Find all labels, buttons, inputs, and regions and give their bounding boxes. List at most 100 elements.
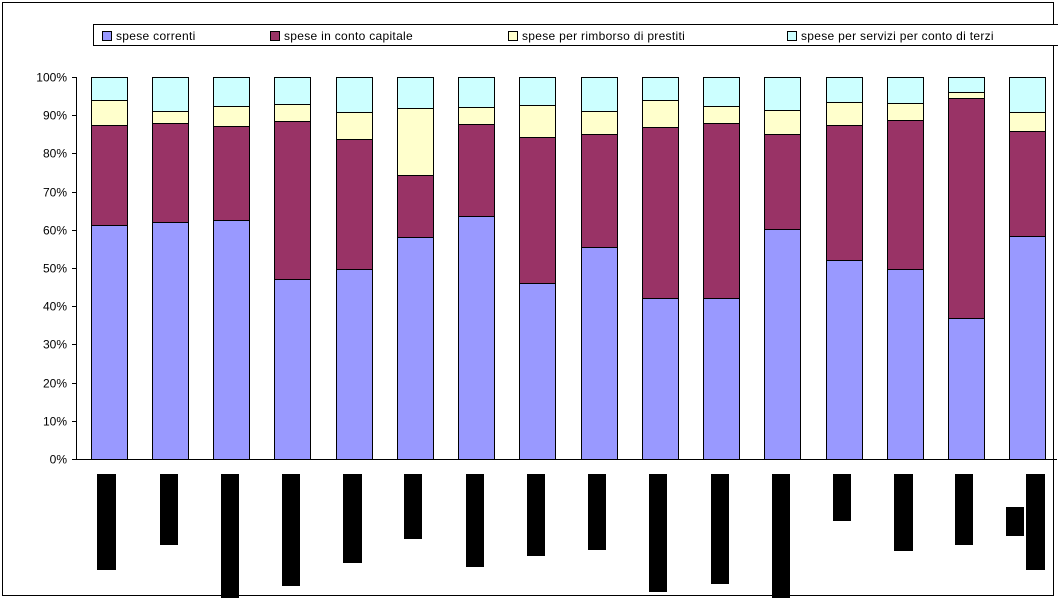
bar-segment (764, 77, 801, 111)
redacted-category-label (1006, 507, 1024, 536)
redacted-category-label (894, 474, 913, 551)
bar-segment (213, 220, 250, 460)
bar-segment (764, 229, 801, 460)
bar-segment (274, 104, 311, 122)
bar-segment (213, 126, 250, 221)
y-tick-label: 40% (43, 300, 67, 314)
redacted-category-label (1026, 474, 1045, 570)
bar-segment (458, 124, 495, 217)
bar-segment (519, 77, 556, 106)
y-tick-label: 50% (43, 262, 67, 276)
legend-label: spese per servizi per conto di terzi (801, 29, 994, 43)
legend-label: spese in conto capitale (284, 29, 413, 43)
bar-segment (887, 269, 924, 460)
bar-segment (397, 237, 434, 460)
y-tick-label: 20% (43, 377, 67, 391)
bar-segment (703, 106, 740, 124)
redacted-category-label (588, 474, 606, 550)
y-tick-label: 70% (43, 186, 67, 200)
redacted-category-label (955, 474, 973, 545)
legend-item: spese per rimborso di prestiti (508, 29, 685, 43)
bar-segment (336, 269, 373, 460)
bar-segment (519, 105, 556, 138)
bar-segment (826, 260, 863, 460)
bar-segment (91, 100, 128, 126)
bar-segment (458, 77, 495, 108)
bar-segment (581, 134, 618, 248)
bar-segment (642, 100, 679, 128)
bar-segment (642, 77, 679, 101)
bar-segment (397, 175, 434, 238)
redacted-category-label (221, 474, 239, 598)
redacted-category-label (160, 474, 178, 545)
bar-segment (642, 298, 679, 460)
redacted-category-label (404, 474, 422, 539)
redacted-category-label (97, 474, 116, 570)
bar-segment (152, 123, 189, 223)
bar-segment (91, 225, 128, 460)
bar-segment (581, 111, 618, 135)
bar-segment (91, 125, 128, 226)
legend-swatch (508, 31, 518, 41)
bar-segment (1009, 112, 1046, 132)
bar-segment (581, 247, 618, 460)
bar-segment (152, 111, 189, 124)
y-tick-label: 10% (43, 415, 67, 429)
y-tick-label: 0% (50, 453, 68, 467)
bar-segment (152, 77, 189, 112)
bar-segment (213, 106, 250, 127)
bar-segment (519, 283, 556, 460)
bar-segment (274, 77, 311, 105)
legend: spese correnti spese in conto capitale spe… (93, 24, 1058, 46)
bar-segment (948, 98, 985, 319)
bar-segment (948, 92, 985, 99)
redacted-category-label (711, 474, 729, 584)
legend-item: spese per servizi per conto di terzi (787, 29, 994, 43)
redacted-category-label (649, 474, 667, 592)
bar-segment (458, 107, 495, 125)
bar-segment (336, 112, 373, 140)
y-tick-label: 60% (43, 224, 67, 238)
bar-segment (887, 120, 924, 270)
redacted-category-label (527, 474, 545, 556)
bar-segment (581, 77, 618, 112)
y-tick-label: 100% (36, 71, 67, 85)
legend-item: spese correnti (102, 29, 196, 43)
bar-segment (703, 77, 740, 107)
legend-swatch (270, 31, 280, 41)
legend-swatch (102, 31, 112, 41)
bar-segment (397, 77, 434, 109)
redacted-category-label (833, 474, 851, 521)
bar-segment (826, 125, 863, 261)
bar-segment (703, 123, 740, 299)
bar-segment (274, 279, 311, 460)
bar-segment (1009, 236, 1046, 460)
redacted-category-label (343, 474, 362, 563)
bar-segment (274, 121, 311, 280)
bar-segment (91, 77, 128, 101)
bar-segment (1009, 77, 1046, 113)
bar-segment (397, 108, 434, 176)
bar-segment (826, 102, 863, 126)
bar-segment (336, 139, 373, 270)
legend-item: spese in conto capitale (270, 29, 413, 43)
legend-swatch (787, 31, 797, 41)
redacted-category-label (772, 474, 790, 598)
bar-segment (948, 77, 985, 93)
bar-segment (519, 137, 556, 284)
bar-segment (764, 134, 801, 230)
y-tick-label: 80% (43, 147, 67, 161)
bar-segment (152, 222, 189, 460)
bar-segment (887, 77, 924, 104)
y-tick-label: 90% (43, 109, 67, 123)
y-tick-label: 30% (43, 338, 67, 352)
bar-segment (826, 77, 863, 103)
bar-segment (213, 77, 250, 107)
bar-segment (336, 77, 373, 113)
bar-segment (703, 298, 740, 460)
legend-label: spese per rimborso di prestiti (522, 29, 686, 43)
bar-segment (948, 318, 985, 460)
bar-segment (458, 216, 495, 460)
bar-segment (764, 110, 801, 135)
